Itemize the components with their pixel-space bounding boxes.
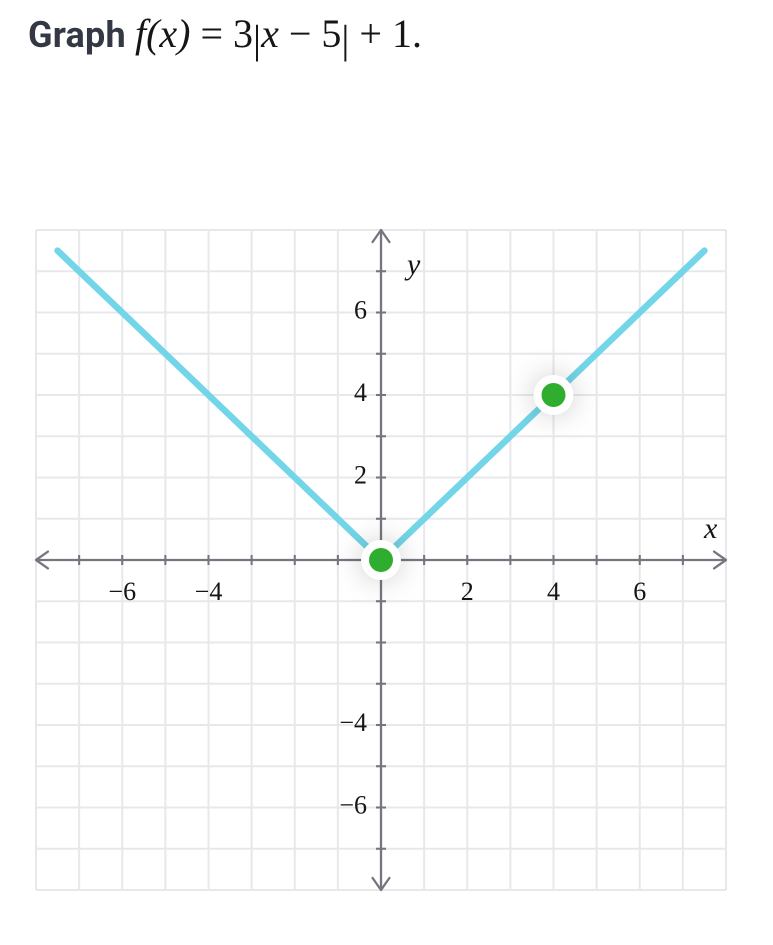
- math-minus: −: [279, 11, 322, 56]
- prompt-lead: Graph: [28, 14, 135, 56]
- svg-text:4: 4: [354, 378, 367, 407]
- math-x: x: [261, 11, 279, 56]
- drag-point[interactable]: [534, 375, 574, 415]
- math-plus: +: [349, 11, 392, 56]
- math-fx: f(x): [135, 11, 191, 56]
- math-period: .: [412, 11, 422, 56]
- problem-prompt: Graph f(x) = 3|x − 5| + 1.: [28, 10, 422, 63]
- math-one: 1: [392, 11, 412, 56]
- svg-text:6: 6: [633, 577, 646, 606]
- coordinate-plane[interactable]: −6 −4 2 4 6 −6 −4 2 4 6 y x: [16, 210, 746, 910]
- drag-point[interactable]: [361, 540, 401, 580]
- svg-text:2: 2: [354, 460, 367, 489]
- math-five: 5: [321, 11, 341, 56]
- svg-text:−4: −4: [339, 708, 367, 737]
- svg-text:2: 2: [461, 577, 474, 606]
- svg-text:4: 4: [547, 577, 560, 606]
- axis-label-y: y: [404, 248, 421, 281]
- svg-text:−6: −6: [339, 790, 367, 819]
- svg-text:−4: −4: [195, 577, 223, 606]
- math-coef: 3: [233, 11, 253, 56]
- chart-container[interactable]: −6 −4 2 4 6 −6 −4 2 4 6 y x: [16, 210, 746, 910]
- math-abs-open: |: [253, 16, 261, 63]
- svg-text:6: 6: [354, 295, 367, 324]
- prompt-math: f(x) = 3|x − 5| + 1.: [135, 11, 422, 56]
- math-eq: =: [190, 11, 233, 56]
- axis-label-x: x: [703, 512, 718, 545]
- svg-text:−6: −6: [108, 577, 136, 606]
